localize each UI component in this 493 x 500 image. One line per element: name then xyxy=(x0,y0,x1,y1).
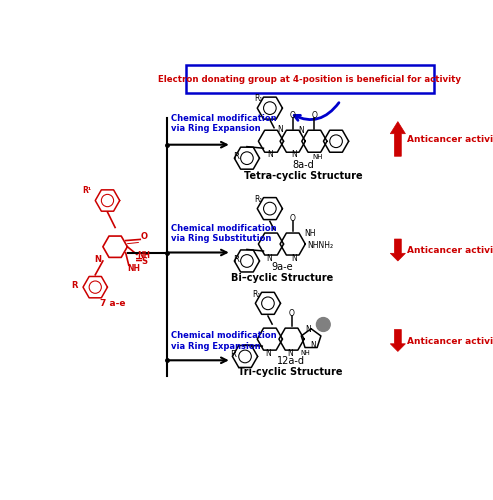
Text: N: N xyxy=(265,348,271,358)
Text: N: N xyxy=(94,255,101,264)
Text: Chemical modification
via Ring Substitution: Chemical modification via Ring Substitut… xyxy=(171,224,276,243)
Text: Anticancer activity: Anticancer activity xyxy=(407,246,493,254)
FancyArrow shape xyxy=(390,122,405,156)
Text: NH: NH xyxy=(137,250,150,260)
Text: R: R xyxy=(71,281,78,290)
Text: NH: NH xyxy=(300,350,310,356)
Text: 12a-d: 12a-d xyxy=(277,356,305,366)
Text: N: N xyxy=(298,126,304,135)
Text: Bi–cyclic Structure: Bi–cyclic Structure xyxy=(231,273,333,283)
Text: N: N xyxy=(291,254,296,262)
Text: Anticancer activity: Anticancer activity xyxy=(407,135,493,144)
Text: N: N xyxy=(266,254,272,262)
Text: R₁: R₁ xyxy=(254,94,263,103)
Text: N: N xyxy=(278,124,283,134)
Text: Anticancer activity: Anticancer activity xyxy=(407,336,493,345)
Text: O: O xyxy=(289,214,295,222)
Text: O: O xyxy=(288,308,294,318)
Text: S: S xyxy=(142,258,148,266)
Text: R: R xyxy=(233,255,239,264)
FancyArrowPatch shape xyxy=(294,102,339,120)
Text: O: O xyxy=(289,110,295,120)
Text: NH: NH xyxy=(313,154,323,160)
Text: R: R xyxy=(233,152,239,162)
Circle shape xyxy=(317,318,330,332)
Text: =: = xyxy=(135,255,143,265)
FancyBboxPatch shape xyxy=(186,64,434,94)
Text: NH: NH xyxy=(128,264,141,274)
Text: R: R xyxy=(231,350,236,359)
Text: N: N xyxy=(291,150,296,160)
Text: N: N xyxy=(311,340,317,349)
Text: R₁: R₁ xyxy=(252,290,261,299)
Text: NHNH₂: NHNH₂ xyxy=(307,242,333,250)
Text: Electron donating group at 4-position is beneficial for activity: Electron donating group at 4-position is… xyxy=(158,74,461,84)
Text: 9a-e: 9a-e xyxy=(271,262,293,272)
Text: Chemical modification
via Ring Expansion: Chemical modification via Ring Expansion xyxy=(171,114,276,133)
Text: N: N xyxy=(305,325,311,334)
Text: R₁: R₁ xyxy=(254,195,263,204)
Text: Chemical modification
via Ring Expansion: Chemical modification via Ring Expansion xyxy=(171,332,276,351)
Text: O: O xyxy=(141,232,148,241)
Text: N: N xyxy=(287,348,293,358)
Text: 7 a-e: 7 a-e xyxy=(101,300,126,308)
Text: 8a-d: 8a-d xyxy=(293,160,315,170)
FancyArrow shape xyxy=(390,330,405,351)
Text: N: N xyxy=(267,150,273,160)
Text: Tetra-cyclic Structure: Tetra-cyclic Structure xyxy=(244,171,363,181)
FancyArrow shape xyxy=(390,239,405,261)
Text: O: O xyxy=(311,110,317,120)
Text: NH: NH xyxy=(304,228,316,237)
Text: Tri-cyclic Structure: Tri-cyclic Structure xyxy=(238,366,343,376)
Text: R¹: R¹ xyxy=(83,186,92,195)
